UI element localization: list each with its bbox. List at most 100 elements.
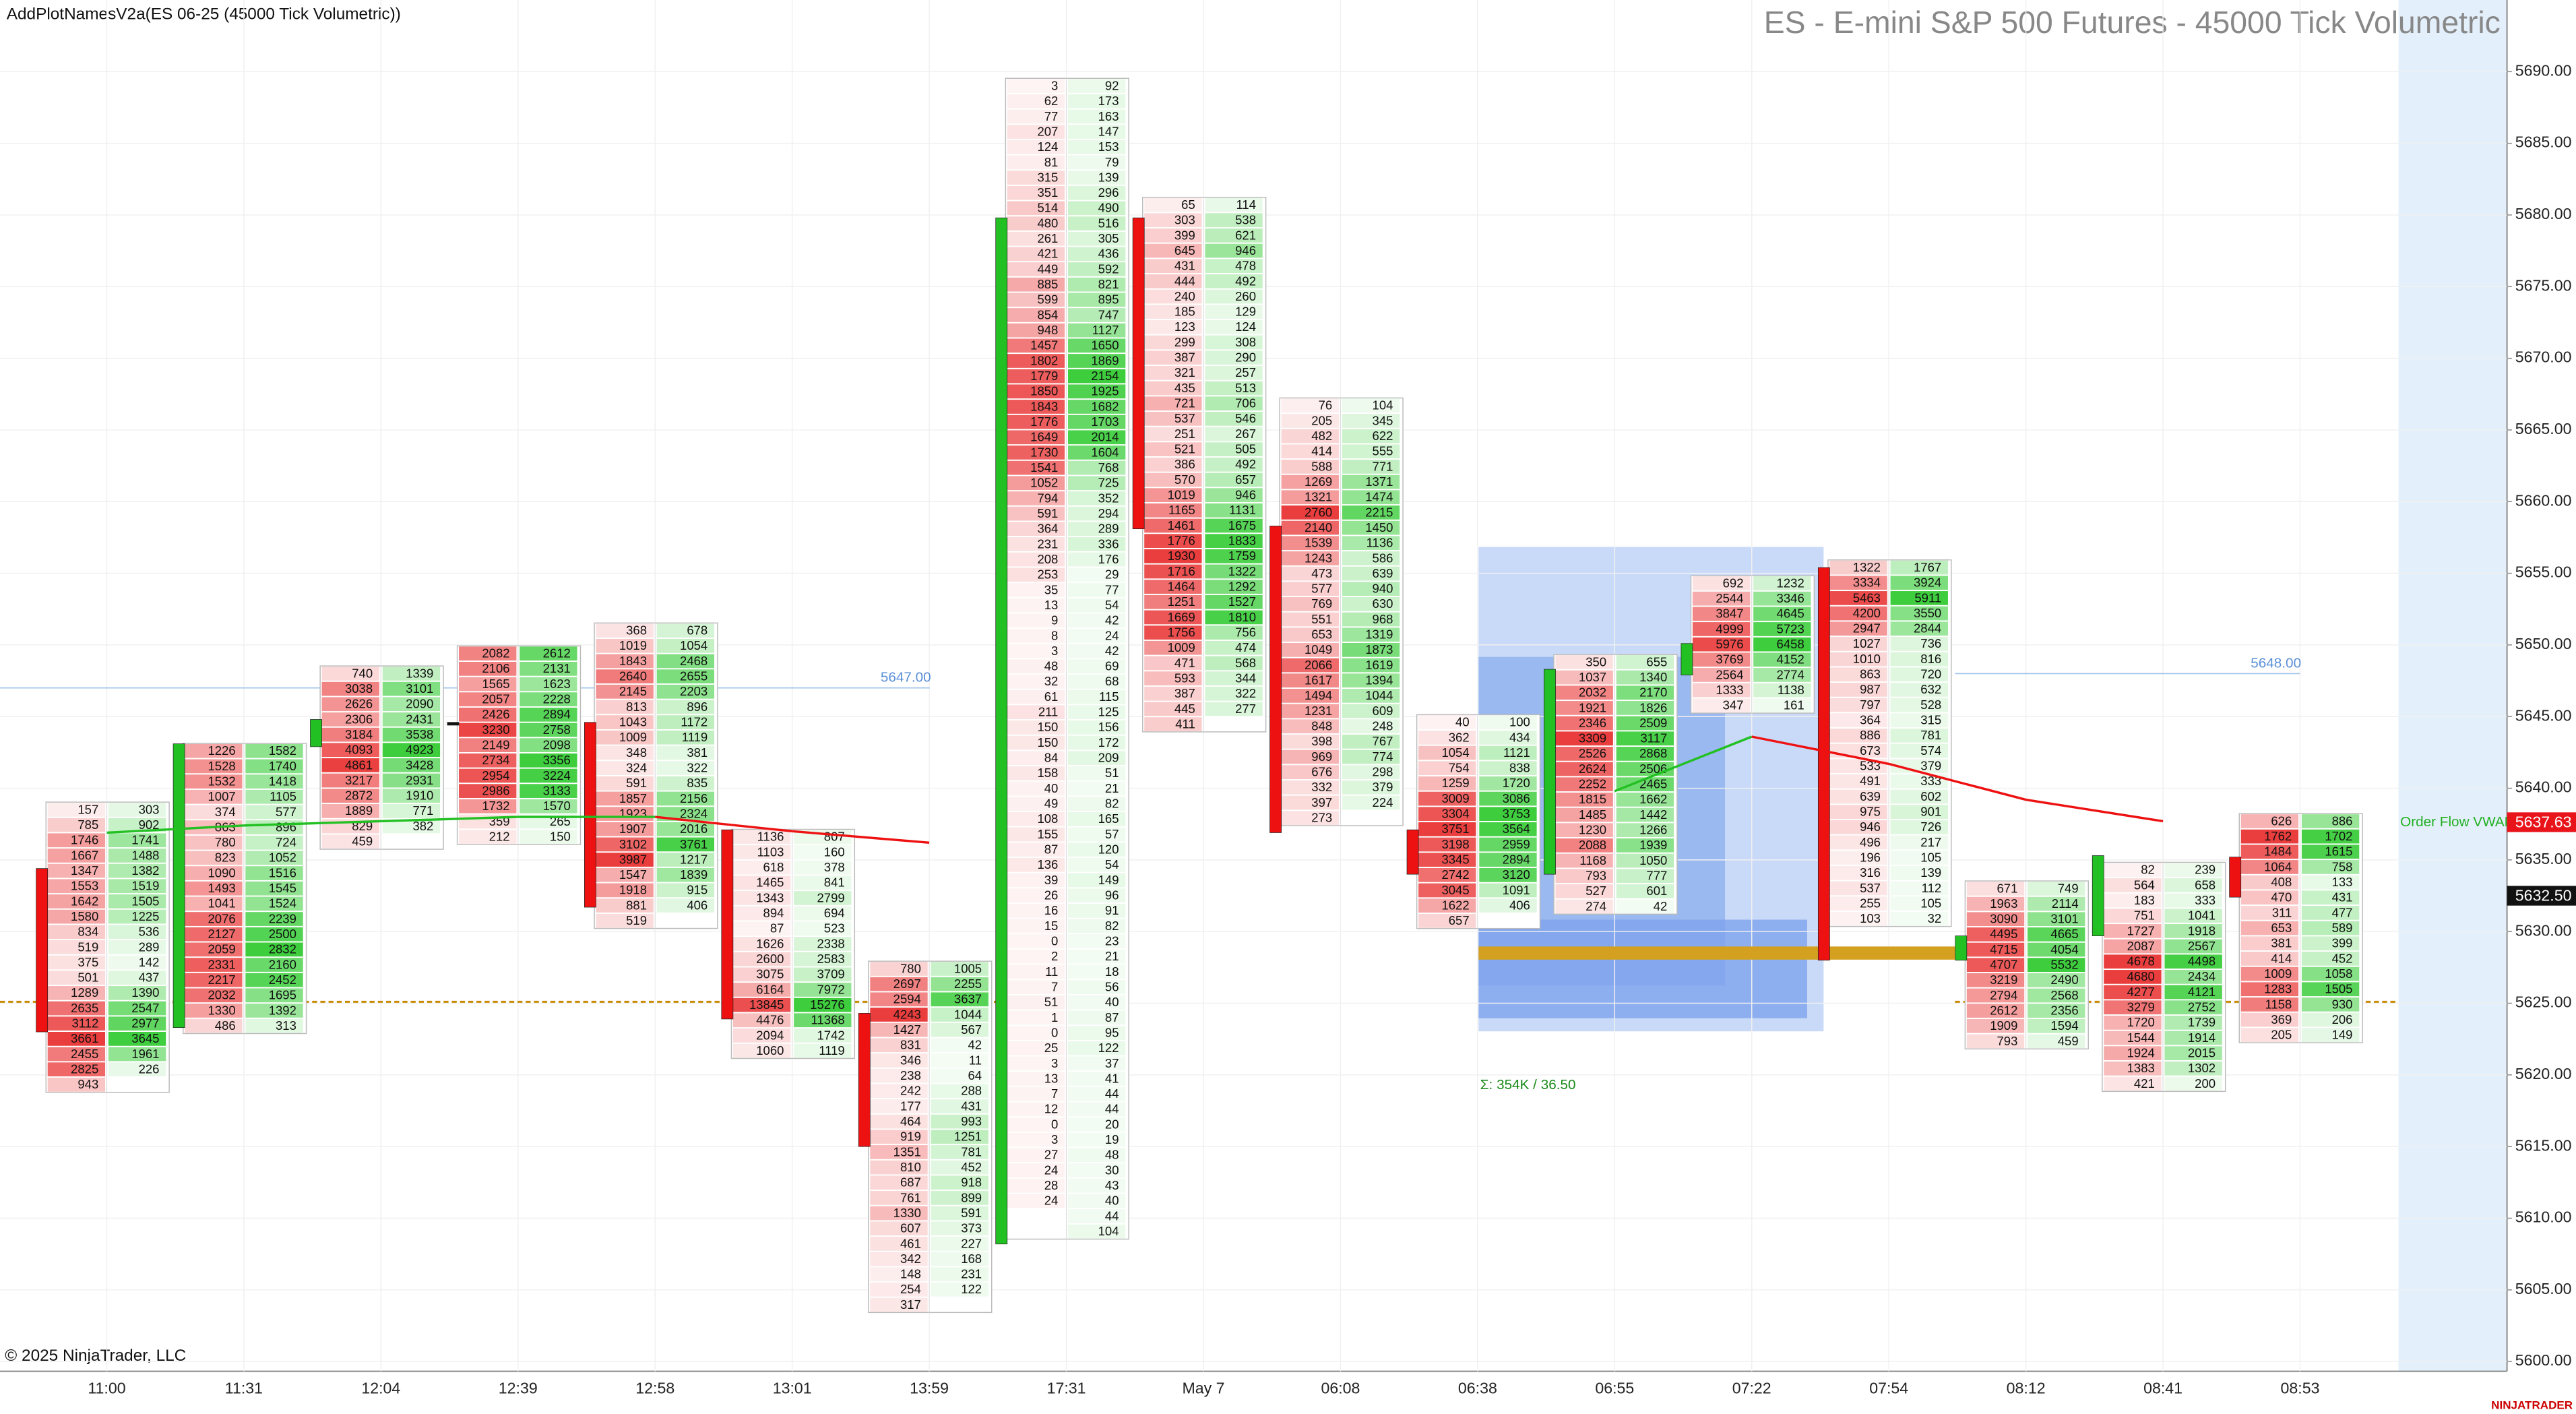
bid-cell (459, 723, 517, 737)
bid-value: 1461 (1168, 518, 1195, 532)
ask-value: 44 (1105, 1208, 1119, 1223)
ask-cell (245, 973, 303, 987)
ask-value: 771 (412, 803, 433, 818)
price-badge (2507, 812, 2576, 832)
ask-cell (1342, 429, 1400, 443)
candle-body (36, 868, 49, 1033)
ask-cell (931, 1053, 988, 1068)
bid-value: 1649 (1030, 430, 1058, 444)
ask-cell (1067, 980, 1126, 994)
ask-cell (1753, 637, 1811, 652)
bid-cell (1007, 506, 1065, 521)
bid-value: 1541 (1030, 460, 1058, 474)
ask-cell (1067, 934, 1126, 948)
bid-cell (1829, 774, 1887, 789)
bid-cell (1144, 381, 1202, 396)
ask-value: 379 (1373, 780, 1393, 794)
ask-value: 1418 (269, 774, 296, 788)
bid-value: 3 (1051, 1132, 1058, 1146)
ask-cell (1616, 807, 1674, 822)
brand: NINJATRADER (2491, 1398, 2573, 1411)
ask-cell (1205, 534, 1263, 548)
bid-value: 155 (1037, 827, 1058, 841)
bid-value: 751 (2134, 909, 2155, 923)
ask-value: 23 (1105, 933, 1119, 948)
ask-value: 1266 (1639, 823, 1667, 837)
bid-cell (596, 898, 654, 913)
ask-cell (1205, 289, 1263, 304)
ask-value: 382 (412, 819, 433, 833)
ask-cell (1067, 384, 1126, 399)
ask-cell (1067, 964, 1126, 979)
bid-cell (732, 983, 791, 997)
bid-cell (1281, 505, 1339, 520)
bid-value: 1090 (208, 865, 236, 880)
bid-cell (596, 776, 654, 791)
ask-cell (794, 967, 852, 982)
ask-value: 658 (2195, 878, 2216, 892)
ask-value: 434 (1509, 730, 1530, 744)
bid-cell (1281, 627, 1339, 642)
ask-value: 1594 (2050, 1018, 2078, 1033)
bid-value: 3198 (1441, 837, 1469, 851)
ask-cell (2164, 939, 2222, 954)
ask-cell (1205, 228, 1263, 243)
bid-value: 1779 (1030, 369, 1058, 383)
ask-cell (2301, 936, 2360, 951)
ask-value: 64 (968, 1068, 982, 1082)
ask-cell (1067, 1026, 1126, 1040)
ask-value: 153 (1098, 140, 1119, 154)
bid-cell (870, 1283, 928, 1297)
bid-value: 1009 (2264, 966, 2292, 981)
bid-cell (1555, 793, 1613, 807)
ask-cell (794, 1028, 852, 1043)
ask-cell (245, 958, 303, 972)
bid-value: 212 (489, 829, 510, 843)
bid-value: 1484 (2264, 844, 2292, 859)
ask-value: 807 (824, 830, 845, 844)
bid-cell (2240, 906, 2299, 920)
ask-value: 122 (961, 1282, 982, 1296)
bid-cell (870, 1206, 928, 1221)
future-zone (2398, 0, 2507, 1372)
bid-value: 4093 (345, 743, 373, 757)
ask-cell (794, 952, 852, 966)
bid-cell (596, 867, 654, 882)
bid-value: 4715 (1990, 942, 2017, 956)
bid-cell (1966, 942, 2025, 957)
ask-cell (1067, 995, 1126, 1010)
ask-cell (794, 1043, 852, 1058)
ask-value: 1091 (1503, 883, 1530, 897)
ask-value: 2160 (269, 957, 296, 971)
ask-value: 217 (1920, 835, 1941, 849)
ask-cell (1342, 643, 1400, 657)
bid-cell (1418, 761, 1476, 776)
ask-cell (1205, 671, 1263, 685)
ask-cell (1479, 715, 1537, 730)
ask-value: 609 (1373, 704, 1393, 718)
ask-value: 1251 (954, 1130, 982, 1144)
ask-value: 378 (824, 860, 845, 874)
bid-cell (1007, 125, 1065, 139)
bid-value: 3102 (619, 837, 647, 851)
bid-value: 2635 (71, 1001, 98, 1015)
ask-value: 505 (1235, 442, 1256, 456)
bid-cell (1007, 293, 1065, 307)
bid-cell (321, 789, 379, 803)
ask-value: 841 (824, 875, 845, 890)
ask-cell (931, 1022, 988, 1037)
bid-value: 1580 (71, 909, 98, 923)
bid-value: 1465 (756, 875, 784, 890)
bid-value: 3045 (1441, 883, 1469, 897)
ask-cell (1342, 551, 1400, 565)
ask-value: 768 (1098, 460, 1119, 474)
candle-body (1269, 526, 1282, 833)
bid-value: 1669 (1168, 610, 1195, 624)
bid-cell (185, 942, 243, 957)
bid-cell (870, 992, 928, 1007)
bid-cell (1007, 567, 1065, 582)
bid-value: 2594 (893, 992, 921, 1006)
ask-cell (1067, 1163, 1126, 1177)
bid-cell (1966, 1019, 2025, 1033)
ask-cell (2301, 860, 2360, 874)
